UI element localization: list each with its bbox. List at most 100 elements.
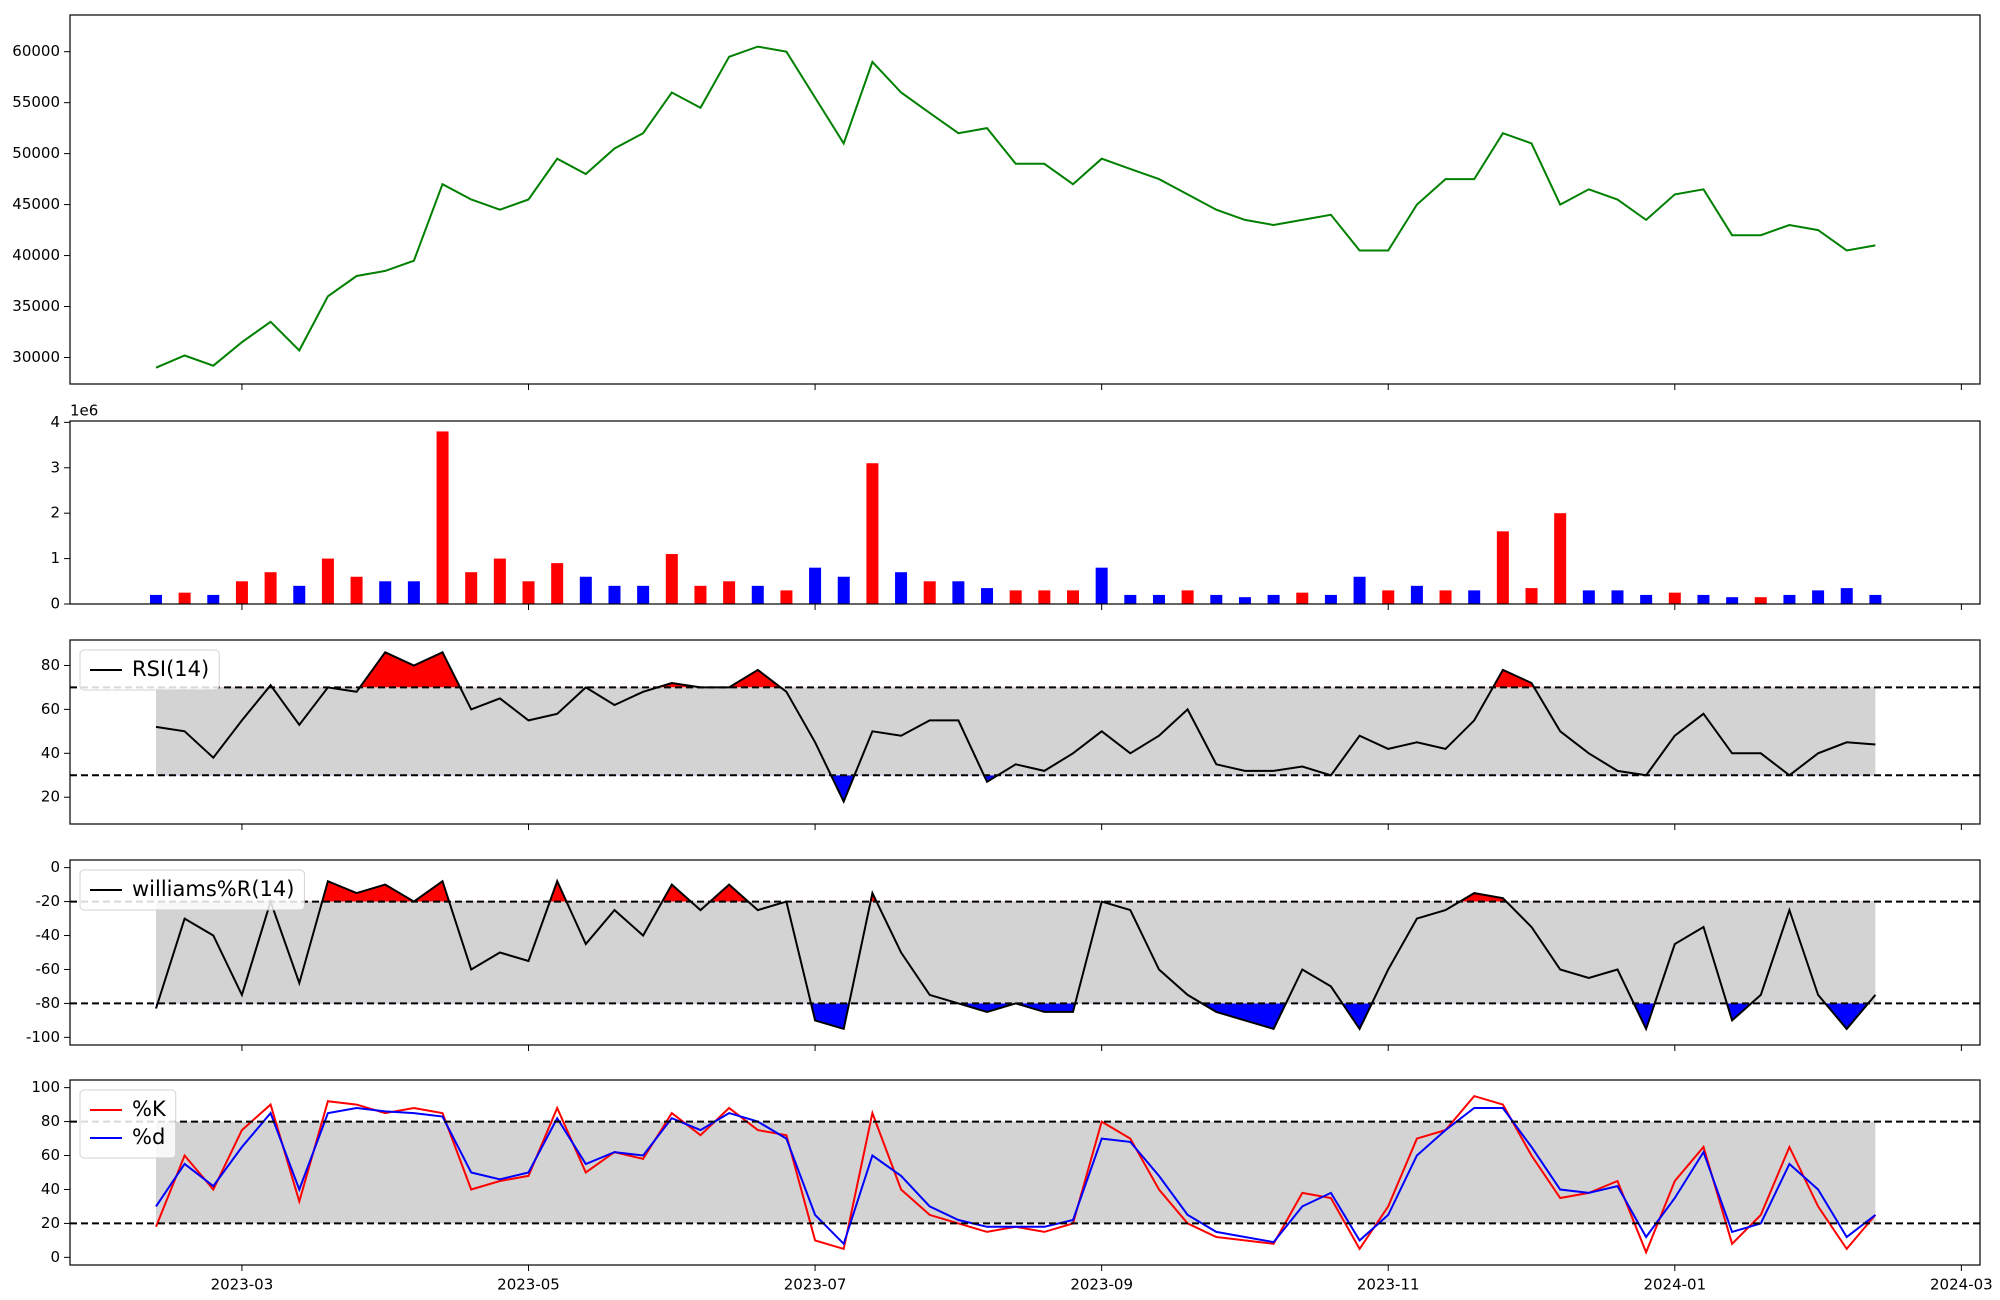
series-line [155,878,1877,1032]
volume-bar [551,563,564,604]
volume-bar [465,572,478,604]
volume-bar [350,576,363,604]
volume-bar [1611,590,1624,604]
x-tick-label: 2023-03 [211,1276,274,1294]
legend-label: williams%R(14) [132,877,294,901]
volume-bar [178,592,191,604]
volume-bar [1238,597,1251,604]
x-tick-label: 2023-09 [1070,1276,1133,1294]
volume-bar [264,572,277,604]
volume-bar [809,567,822,604]
volume-bar [895,572,908,604]
volume-bar [207,594,220,604]
y-tick-label: 40 [41,744,60,762]
volume-bar [1439,590,1452,604]
y-tick-label: -40 [36,926,61,944]
volume-bar [1840,588,1853,604]
y-tick-label: 0 [50,595,60,613]
y-tick-label: -100 [26,1028,60,1046]
volume-bar [608,585,621,604]
volume-bar [1267,594,1280,604]
neutral-band [155,1121,1876,1224]
volume-bar [1067,590,1080,604]
legend-box [79,649,220,691]
y-tick-label: -60 [36,960,61,978]
legend: williams%R(14) [79,869,305,911]
volume-bar [1468,590,1481,604]
volume-bar [923,581,936,604]
volume-bar [522,581,535,604]
volume-bar [1296,592,1309,604]
legend: %K %d [79,1089,177,1159]
volume-bar [780,590,793,604]
y-tick-label: 80 [41,656,60,674]
volume-bar [694,585,707,604]
panel-frame [69,14,1981,385]
volume-bar [637,585,650,604]
volume-bar [579,576,592,604]
y-tick-label: 1 [50,549,60,567]
legend-label: RSI(14) [132,657,209,681]
volume-bar [235,581,248,604]
volume-bar [866,463,879,604]
panel-frame [69,420,1981,605]
panel-frame [69,1079,1981,1266]
volume-bar [407,581,420,604]
volume-bar [1869,594,1882,604]
volume-bar [1009,590,1022,604]
panel-frame [69,859,1981,1046]
legend: RSI(14) [79,649,220,691]
y-tick-label: 0 [50,858,60,876]
legend-box [79,869,305,911]
panel-background [70,421,1980,604]
volume-bar [1726,597,1739,604]
volume-bar [149,594,162,604]
volume-bar [436,431,449,604]
y-tick-label: 0 [50,1248,60,1266]
volume-bar [493,558,506,604]
y-tick-label: 80 [41,1112,60,1130]
y-tick-label: 60 [41,1146,60,1164]
y-tick-label: 4 [50,413,60,431]
volume-bar [1640,594,1653,604]
volume-bar [751,585,764,604]
axis-offset-label: 1e6 [70,402,98,420]
y-tick-label: 60 [41,700,60,718]
y-tick-label: 35000 [12,297,60,315]
y-tick-label: -80 [36,994,61,1012]
y-tick-label: 60000 [12,42,60,60]
x-tick-label: 2023-07 [784,1276,847,1294]
legend-label: %d [132,1125,165,1149]
volume-bar [723,581,736,604]
volume-bar [1324,594,1337,604]
y-tick-label: 2 [50,504,60,522]
volume-bar [293,585,306,604]
volume-bar [1496,531,1509,604]
volume-bar [1783,594,1796,604]
series-line [155,650,1876,805]
volume-bar [1525,588,1538,604]
y-tick-label: 30000 [12,348,60,366]
y-tick-label: 45000 [12,195,60,213]
volume-bar [1181,590,1194,604]
legend-box [79,1089,177,1159]
volume-bar [665,554,678,604]
volume-bar [981,588,994,604]
y-tick-label: 20 [41,788,60,806]
y-tick-label: 40 [41,1180,60,1198]
volume-bar [1353,576,1366,604]
series-line [155,1106,1877,1246]
y-tick-label: 20 [41,1214,60,1232]
y-tick-label: 50000 [12,144,60,162]
volume-bar [1410,585,1423,604]
neutral-band [155,687,1876,776]
y-tick-label: -20 [36,892,61,910]
x-tick-label: 2024-01 [1643,1276,1706,1294]
x-tick-label: 2023-05 [497,1276,560,1294]
volume-bar [952,581,965,604]
volume-bar [1124,594,1137,604]
volume-bar [1152,594,1165,604]
volume-bar [379,581,392,604]
volume-bar [1582,590,1595,604]
